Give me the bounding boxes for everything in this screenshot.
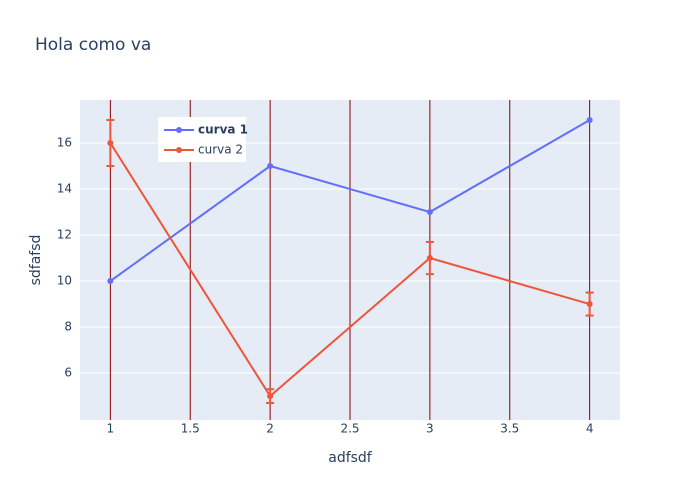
x-tick-label: 2: [266, 422, 274, 436]
point: [586, 117, 593, 124]
x-tick-label: 1: [107, 422, 115, 436]
legend-entry[interactable]: curva 1: [164, 123, 248, 137]
legend-marker: [176, 127, 182, 133]
series-line: [109, 142, 590, 398]
y-axis-label: sdfafsd: [28, 235, 44, 286]
y-tick-label: 10: [57, 274, 72, 288]
point: [426, 209, 433, 216]
series-line: [109, 119, 591, 282]
x-tick-label: 2.5: [340, 422, 359, 436]
y-tick-label: 14: [57, 182, 72, 196]
legend-label: curva 1: [198, 123, 248, 137]
y-tick-label: 16: [57, 136, 72, 150]
y-tick-label: 12: [57, 228, 72, 242]
point: [586, 301, 593, 308]
x-tick-label: 3: [426, 422, 434, 436]
legend-marker: [176, 147, 182, 153]
point: [426, 255, 433, 262]
point: [267, 393, 274, 400]
y-tick-label: 6: [64, 366, 72, 380]
point: [107, 278, 114, 285]
chart-title: Hola como va: [35, 35, 151, 55]
point: [267, 163, 274, 170]
x-tick-label: 4: [586, 422, 594, 436]
x-axis-label: adfsdf: [328, 450, 373, 466]
point: [107, 140, 114, 147]
x-tick-label: 1.5: [181, 422, 200, 436]
x-tick-label: 3.5: [500, 422, 519, 436]
legend-entry[interactable]: curva 2: [164, 143, 243, 157]
y-tick-label: 8: [64, 320, 72, 334]
legend-box: [158, 117, 246, 162]
legend-label: curva 2: [198, 143, 243, 157]
